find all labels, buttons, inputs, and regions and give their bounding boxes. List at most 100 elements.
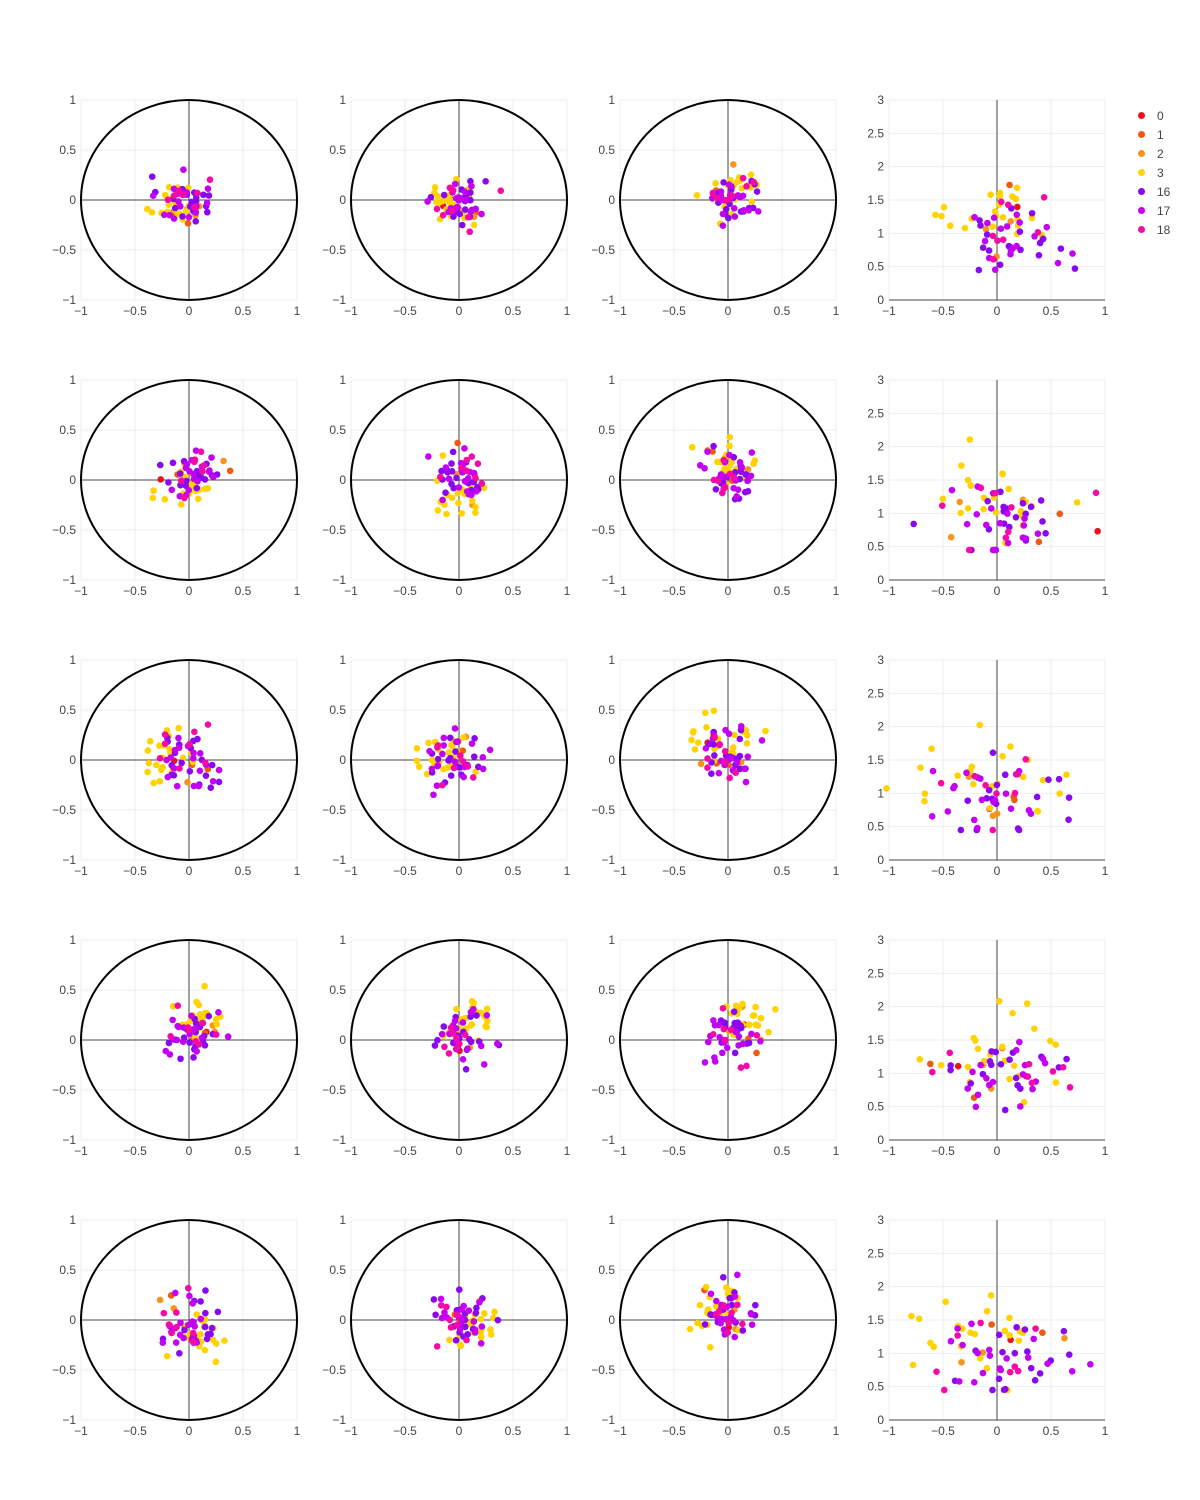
x-tick-label: 1 [564, 304, 571, 318]
data-point-3 [757, 1014, 765, 1022]
data-point-17 [1022, 535, 1030, 542]
data-point-18 [977, 1319, 984, 1327]
data-point-3 [701, 709, 709, 717]
data-point-3 [194, 495, 202, 503]
data-point-16 [967, 1080, 975, 1087]
data-point-17 [461, 188, 469, 196]
data-point-3 [1073, 499, 1081, 506]
y-tick-label: 0 [877, 1133, 884, 1147]
data-point-16 [1001, 1385, 1009, 1393]
data-point-3 [908, 1312, 915, 1320]
data-point-16 [165, 1039, 173, 1047]
data-point-16 [725, 214, 732, 222]
data-point-17 [468, 182, 475, 190]
data-point-16 [473, 1012, 480, 1019]
data-point-16 [208, 761, 216, 769]
data-point-17 [171, 1289, 179, 1297]
data-point-16 [989, 749, 997, 756]
y-tick-label: −0.5 [52, 803, 76, 817]
unit-circle [619, 1219, 837, 1421]
data-point-16 [448, 480, 455, 488]
data-point-17 [719, 210, 727, 218]
data-point-16 [176, 1349, 183, 1357]
data-point-3 [415, 763, 423, 771]
data-point-3 [712, 1303, 720, 1310]
data-point-3 [915, 1315, 923, 1323]
x-tick-label: 0.5 [1043, 304, 1060, 318]
data-point-3 [729, 744, 737, 751]
unit-circle [80, 99, 298, 301]
x-tick-label: −1 [613, 1424, 627, 1438]
data-point-17 [430, 791, 437, 799]
data-point-18 [714, 477, 722, 485]
legend-item[interactable]: 0 [1138, 106, 1170, 125]
legend-item[interactable]: 16 [1138, 182, 1170, 201]
x-tick-label: 0.5 [1043, 1424, 1060, 1438]
data-point-18 [989, 232, 997, 240]
data-point-16 [472, 1309, 480, 1317]
legend-item[interactable]: 18 [1138, 220, 1170, 239]
data-point-3 [691, 746, 699, 753]
data-point-16 [708, 770, 715, 777]
data-point-17 [197, 1315, 205, 1323]
data-point-17 [486, 746, 494, 754]
data-point-17 [969, 1068, 976, 1076]
data-point-17 [1034, 530, 1042, 537]
data-point-16 [710, 741, 717, 748]
x-tick-label: 0 [456, 304, 463, 318]
data-point-16 [996, 261, 1004, 269]
y-tick-label: −0.5 [591, 803, 615, 817]
data-point-3 [883, 785, 890, 792]
data-point-3 [980, 505, 987, 513]
x-tick-label: 1 [1102, 304, 1109, 318]
data-point-18 [1092, 489, 1100, 497]
legend-label: 2 [1157, 146, 1164, 161]
data-point-17 [719, 222, 727, 230]
data-point-16 [178, 759, 185, 767]
data-point-18 [716, 741, 724, 748]
data-point-16 [1027, 1364, 1035, 1372]
y-tick-label: −0.5 [591, 1363, 615, 1377]
x-tick-label: −0.5 [662, 1144, 686, 1158]
data-point-18 [212, 1031, 220, 1038]
data-point-16 [205, 192, 213, 199]
y-tick-label: 0.5 [59, 983, 76, 997]
data-point-16 [202, 1309, 209, 1317]
x-tick-label: 0 [456, 584, 463, 598]
y-tick-label: 0 [339, 1033, 346, 1047]
data-point-18 [462, 467, 470, 474]
data-point-17 [748, 1030, 755, 1038]
data-point-16 [452, 748, 459, 755]
data-point-3 [478, 1009, 485, 1017]
legend-item[interactable]: 2 [1138, 144, 1170, 163]
data-point-18 [937, 779, 945, 787]
data-point-16 [1060, 1327, 1068, 1335]
data-point-2 [989, 812, 997, 820]
data-point-17 [718, 1049, 726, 1057]
y-tick-label: −1 [62, 1133, 76, 1147]
data-point-3 [145, 759, 153, 767]
data-point-16 [442, 489, 449, 496]
data-point-3 [456, 1341, 464, 1348]
legend-item[interactable]: 1 [1138, 125, 1170, 144]
data-point-17 [176, 1331, 184, 1339]
data-point-3 [970, 1034, 978, 1042]
data-point-16 [461, 206, 469, 213]
legend-label: 17 [1157, 203, 1171, 218]
y-tick-label: −0.5 [591, 523, 615, 537]
y-tick-label: −0.5 [52, 243, 76, 257]
legend-marker [1138, 112, 1145, 119]
x-tick-label: 0 [186, 1424, 193, 1438]
data-point-16 [177, 1055, 184, 1063]
data-point-17 [477, 1340, 485, 1347]
legend-item[interactable]: 17 [1138, 201, 1170, 220]
data-point-3 [201, 1346, 209, 1354]
data-point-17 [723, 1044, 731, 1052]
data-point-3 [446, 1336, 453, 1344]
legend[interactable]: 0 1 2 3 16 17 18 [1138, 106, 1170, 239]
data-point-3 [491, 1308, 498, 1316]
data-point-16 [214, 1308, 222, 1316]
legend-item[interactable]: 3 [1138, 163, 1170, 182]
data-point-16 [730, 1008, 738, 1015]
x-tick-label: −0.5 [662, 1424, 686, 1438]
